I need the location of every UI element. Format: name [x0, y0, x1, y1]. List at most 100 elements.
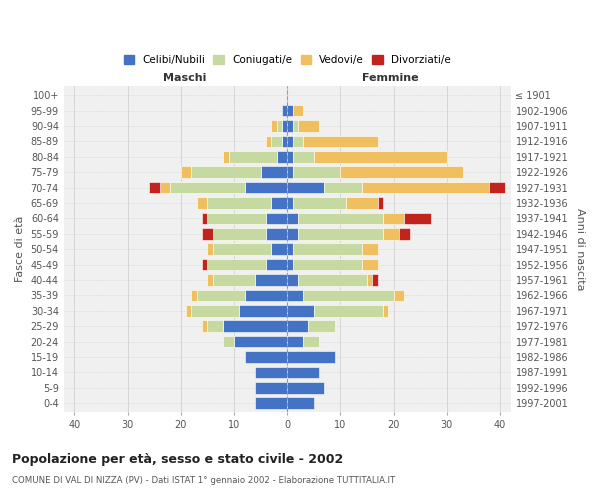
Bar	[282, 105, 287, 117]
Bar	[287, 336, 303, 347]
Bar	[298, 120, 319, 132]
Bar	[314, 151, 447, 162]
Bar	[202, 228, 213, 239]
Bar	[287, 351, 335, 362]
Bar	[490, 182, 505, 194]
Bar	[282, 120, 287, 132]
Bar	[208, 274, 213, 285]
Bar	[293, 244, 362, 255]
Bar	[362, 182, 490, 194]
Bar	[293, 166, 340, 178]
Bar	[308, 320, 335, 332]
Bar	[293, 136, 303, 147]
Bar	[202, 320, 208, 332]
Bar	[362, 244, 377, 255]
Bar	[298, 274, 367, 285]
Bar	[245, 182, 287, 194]
Bar	[362, 259, 377, 270]
Bar	[293, 151, 314, 162]
Bar	[377, 197, 383, 209]
Bar	[298, 212, 383, 224]
Bar	[282, 136, 287, 147]
Bar	[383, 305, 388, 316]
Bar	[346, 197, 377, 209]
Bar	[255, 274, 287, 285]
Bar	[191, 305, 239, 316]
Bar	[287, 120, 293, 132]
Bar	[287, 166, 293, 178]
Bar	[208, 197, 271, 209]
Bar	[245, 290, 287, 301]
Text: Popolazione per età, sesso e stato civile - 2002: Popolazione per età, sesso e stato civil…	[12, 452, 343, 466]
Bar	[239, 305, 287, 316]
Bar	[208, 212, 266, 224]
Bar	[325, 182, 362, 194]
Legend: Celibi/Nubili, Coniugati/e, Vedovi/e, Divorziati/e: Celibi/Nubili, Coniugati/e, Vedovi/e, Di…	[121, 52, 454, 68]
Bar	[197, 290, 245, 301]
Bar	[287, 105, 293, 117]
Bar	[260, 166, 287, 178]
Bar	[255, 366, 287, 378]
Bar	[202, 212, 208, 224]
Bar	[303, 290, 394, 301]
Bar	[287, 320, 308, 332]
Bar	[266, 136, 271, 147]
Bar	[287, 366, 319, 378]
Bar	[287, 305, 314, 316]
Bar	[340, 166, 463, 178]
Bar	[303, 336, 319, 347]
Bar	[287, 228, 298, 239]
Bar	[298, 228, 383, 239]
Bar	[191, 166, 260, 178]
Bar	[287, 151, 293, 162]
Bar	[186, 305, 191, 316]
Bar	[266, 228, 287, 239]
Bar	[287, 212, 298, 224]
Bar	[271, 197, 287, 209]
Bar	[266, 259, 287, 270]
Bar	[229, 151, 277, 162]
Bar	[367, 274, 373, 285]
Bar	[394, 290, 404, 301]
Bar	[399, 228, 410, 239]
Bar	[287, 244, 293, 255]
Bar	[271, 136, 282, 147]
Bar	[314, 305, 383, 316]
Bar	[234, 336, 287, 347]
Bar	[160, 182, 170, 194]
Y-axis label: Fasce di età: Fasce di età	[15, 216, 25, 282]
Bar	[293, 197, 346, 209]
Bar	[208, 244, 213, 255]
Bar	[208, 259, 266, 270]
Bar	[202, 259, 208, 270]
Bar	[293, 105, 303, 117]
Bar	[293, 120, 298, 132]
Text: COMUNE DI VAL DI NIZZA (PV) - Dati ISTAT 1° gennaio 2002 - Elaborazione TUTTITAL: COMUNE DI VAL DI NIZZA (PV) - Dati ISTAT…	[12, 476, 395, 485]
Bar	[287, 259, 293, 270]
Bar	[373, 274, 377, 285]
Bar	[213, 244, 271, 255]
Bar	[287, 398, 314, 409]
Bar	[383, 212, 404, 224]
Bar	[213, 228, 266, 239]
Bar	[287, 274, 298, 285]
Bar	[223, 336, 234, 347]
Bar	[255, 398, 287, 409]
Bar	[287, 136, 293, 147]
Bar	[293, 259, 362, 270]
Bar	[287, 182, 325, 194]
Bar	[181, 166, 191, 178]
Bar	[303, 136, 377, 147]
Bar	[223, 320, 287, 332]
Bar	[245, 351, 287, 362]
Bar	[213, 274, 255, 285]
Bar	[287, 290, 303, 301]
Bar	[255, 382, 287, 394]
Bar	[149, 182, 160, 194]
Bar	[404, 212, 431, 224]
Bar	[266, 212, 287, 224]
Bar	[191, 290, 197, 301]
Bar	[197, 197, 208, 209]
Bar	[277, 151, 287, 162]
Bar	[383, 228, 399, 239]
